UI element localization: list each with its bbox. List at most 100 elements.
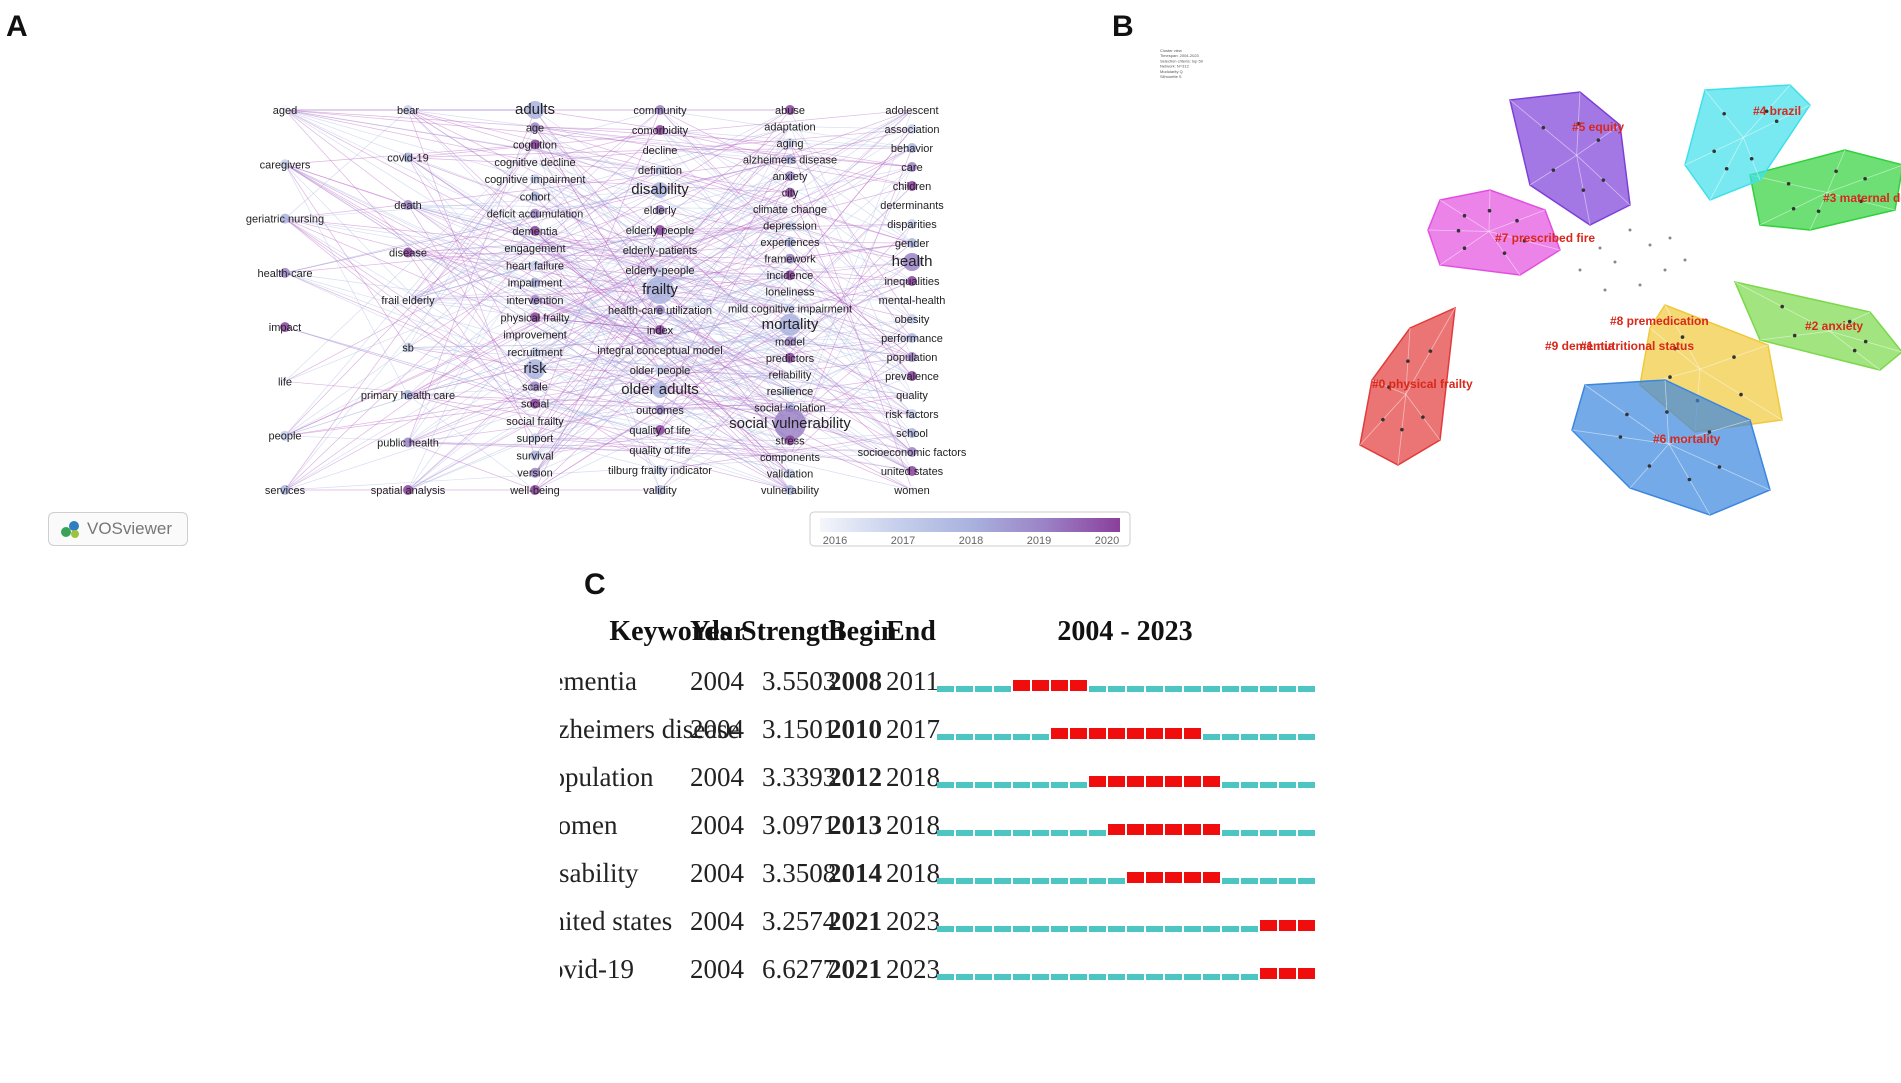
cluster-3[interactable]: #3 maternal depression bbox=[1749, 149, 1901, 231]
network-node[interactable] bbox=[655, 425, 665, 435]
network-node[interactable] bbox=[655, 145, 665, 155]
network-node[interactable] bbox=[530, 415, 540, 426]
network-node[interactable] bbox=[526, 101, 544, 119]
network-node[interactable] bbox=[907, 124, 917, 134]
network-node[interactable] bbox=[907, 333, 917, 343]
network-node[interactable] bbox=[907, 276, 917, 286]
network-node[interactable] bbox=[403, 105, 413, 115]
network-node[interactable] bbox=[785, 220, 795, 231]
network-node[interactable] bbox=[280, 213, 290, 224]
network-node[interactable] bbox=[280, 430, 290, 441]
network-node[interactable] bbox=[785, 485, 795, 495]
network-node[interactable] bbox=[774, 407, 806, 440]
network-node[interactable] bbox=[907, 238, 917, 248]
network-node[interactable] bbox=[907, 219, 917, 229]
network-node[interactable] bbox=[785, 468, 795, 479]
network-node[interactable] bbox=[403, 295, 413, 305]
network-node[interactable] bbox=[785, 369, 795, 380]
network-node[interactable] bbox=[655, 325, 665, 335]
network-node[interactable] bbox=[403, 342, 413, 353]
network-node[interactable] bbox=[785, 270, 795, 281]
network-node[interactable] bbox=[903, 253, 921, 271]
network-node[interactable] bbox=[907, 352, 917, 362]
cluster-0[interactable]: #0 physical frailty bbox=[1359, 306, 1473, 466]
network-node[interactable] bbox=[785, 154, 795, 165]
network-node[interactable] bbox=[530, 329, 540, 340]
network-node[interactable] bbox=[907, 181, 917, 191]
network-node[interactable] bbox=[655, 305, 665, 315]
network-node[interactable] bbox=[785, 204, 795, 215]
network-node[interactable] bbox=[530, 191, 540, 202]
network-node[interactable] bbox=[530, 260, 540, 271]
network-node[interactable] bbox=[655, 365, 665, 375]
network-node[interactable] bbox=[403, 200, 413, 210]
network-node[interactable] bbox=[655, 105, 665, 115]
network-node[interactable] bbox=[403, 485, 413, 495]
network-node[interactable] bbox=[655, 465, 665, 475]
network-node[interactable] bbox=[652, 382, 668, 398]
network-node[interactable] bbox=[779, 313, 801, 336]
cluster-4[interactable]: #4 brazil bbox=[1684, 84, 1811, 201]
network-node[interactable] bbox=[655, 125, 665, 135]
cluster-8[interactable]: #8 premedication bbox=[1610, 314, 1709, 328]
network-node[interactable] bbox=[907, 371, 917, 381]
network-node[interactable] bbox=[280, 485, 290, 495]
network-node[interactable] bbox=[907, 295, 917, 305]
network-node[interactable] bbox=[530, 312, 540, 323]
network-node[interactable] bbox=[655, 265, 665, 275]
network-node[interactable] bbox=[655, 205, 665, 215]
network-node[interactable] bbox=[785, 385, 795, 396]
network-node[interactable] bbox=[785, 435, 795, 446]
network-node[interactable] bbox=[530, 433, 540, 444]
network-node[interactable] bbox=[655, 485, 665, 495]
network-node[interactable] bbox=[403, 390, 413, 400]
network-node[interactable] bbox=[655, 405, 665, 415]
cluster-2[interactable]: #2 anxiety bbox=[1733, 280, 1901, 371]
network-node[interactable] bbox=[907, 485, 917, 495]
network-node[interactable] bbox=[530, 346, 540, 357]
network-node[interactable] bbox=[907, 466, 917, 476]
network-node[interactable] bbox=[785, 352, 795, 363]
network-node[interactable] bbox=[530, 295, 540, 305]
network-node[interactable] bbox=[530, 485, 540, 495]
network-node[interactable] bbox=[530, 398, 540, 409]
network-node[interactable] bbox=[785, 121, 795, 132]
network-node[interactable] bbox=[530, 381, 540, 392]
network-node[interactable] bbox=[785, 336, 795, 347]
network-node[interactable] bbox=[785, 451, 795, 462]
network-node[interactable] bbox=[280, 105, 290, 115]
network-node[interactable] bbox=[655, 445, 665, 455]
network-node[interactable] bbox=[907, 447, 917, 457]
network-node[interactable] bbox=[530, 122, 540, 133]
network-node[interactable] bbox=[907, 162, 917, 172]
network-node[interactable] bbox=[530, 467, 540, 478]
network-node[interactable] bbox=[785, 105, 795, 115]
network-node[interactable] bbox=[530, 243, 540, 254]
network-node[interactable] bbox=[907, 390, 917, 400]
network-node[interactable] bbox=[785, 138, 795, 149]
network-node[interactable] bbox=[652, 182, 668, 198]
network-node[interactable] bbox=[655, 245, 665, 255]
network-node[interactable] bbox=[530, 208, 540, 219]
network-node[interactable] bbox=[907, 200, 917, 210]
network-node[interactable] bbox=[785, 286, 795, 297]
network-node[interactable] bbox=[280, 159, 290, 170]
network-node[interactable] bbox=[655, 225, 665, 235]
network-node[interactable] bbox=[907, 105, 917, 115]
network-node[interactable] bbox=[655, 345, 665, 355]
network-node[interactable] bbox=[530, 277, 540, 288]
network-node[interactable] bbox=[530, 174, 540, 185]
network-node[interactable] bbox=[785, 303, 795, 314]
network-node[interactable] bbox=[530, 225, 540, 236]
network-node[interactable] bbox=[785, 187, 795, 198]
cluster-6[interactable]: #6 mortality bbox=[1571, 379, 1771, 516]
cluster-7[interactable]: #7 prescribed fire bbox=[1427, 189, 1595, 276]
network-node[interactable] bbox=[907, 409, 917, 419]
network-node[interactable] bbox=[655, 165, 665, 175]
network-node[interactable] bbox=[525, 359, 545, 380]
network-node[interactable] bbox=[403, 437, 413, 448]
